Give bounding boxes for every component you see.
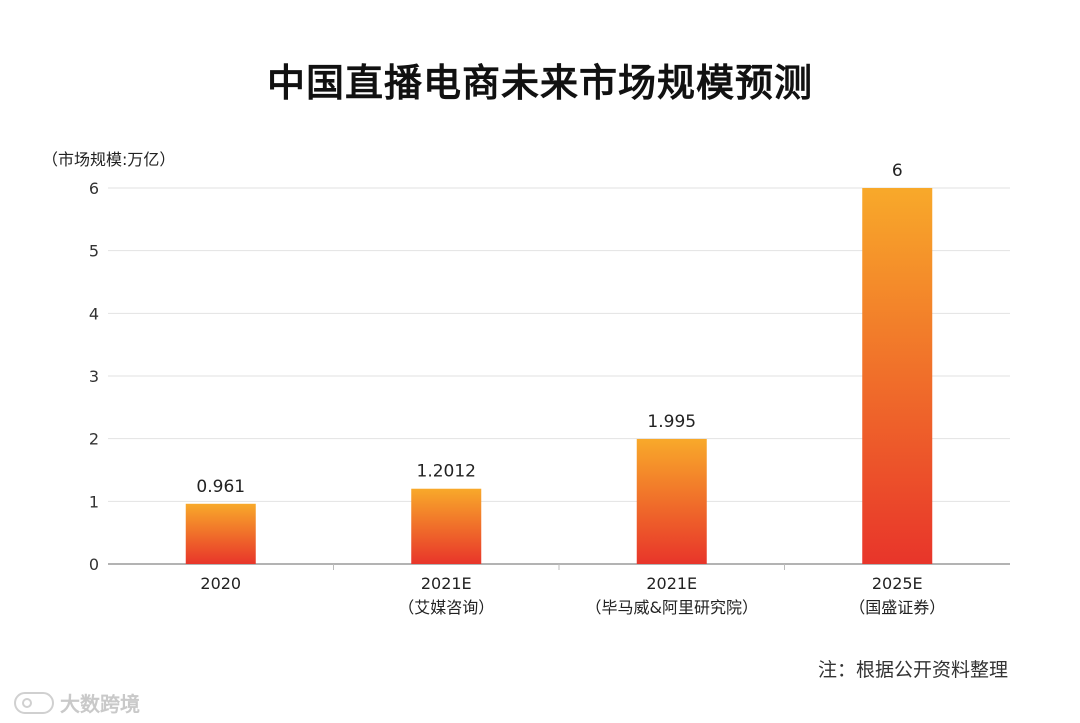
bar: [411, 488, 482, 564]
bar-value-label: 1.995: [647, 412, 696, 432]
bar: [185, 503, 256, 564]
x-tick-source-label: （国盛证券）: [849, 598, 945, 617]
y-tick-label: 2: [89, 430, 99, 449]
bar: [636, 438, 707, 564]
watermark-text: 大数跨境: [60, 692, 140, 716]
bar: [862, 188, 933, 564]
bar-value-label: 1.2012: [417, 462, 476, 482]
y-tick-label: 5: [89, 242, 99, 261]
watermark: 大数跨境: [14, 688, 140, 717]
chart-title: 中国直播电商未来市场规模预测: [266, 61, 813, 105]
y-tick-label: 4: [89, 304, 99, 323]
bar-value-label: 0.961: [196, 477, 245, 497]
y-axis-unit-label: （市场规模:万亿）: [42, 150, 176, 169]
x-tick-label: 2025E: [872, 574, 923, 593]
x-tick-source-label: （艾媒咨询）: [398, 598, 494, 617]
y-tick-label: 3: [89, 367, 99, 386]
x-tick-label: 2021E: [646, 574, 697, 593]
bar-value-label: 6: [892, 161, 903, 181]
x-tick-label: 2020: [200, 574, 241, 593]
watermark-logo-icon: [14, 691, 54, 714]
source-note: 注：根据公开资料整理: [817, 659, 1008, 681]
y-tick-label: 0: [89, 555, 99, 574]
y-tick-label: 1: [89, 492, 99, 511]
x-tick-label: 2021E: [421, 574, 472, 593]
y-tick-label: 6: [89, 179, 99, 198]
x-tick-source-label: （毕马威&阿里研究院）: [586, 598, 758, 617]
